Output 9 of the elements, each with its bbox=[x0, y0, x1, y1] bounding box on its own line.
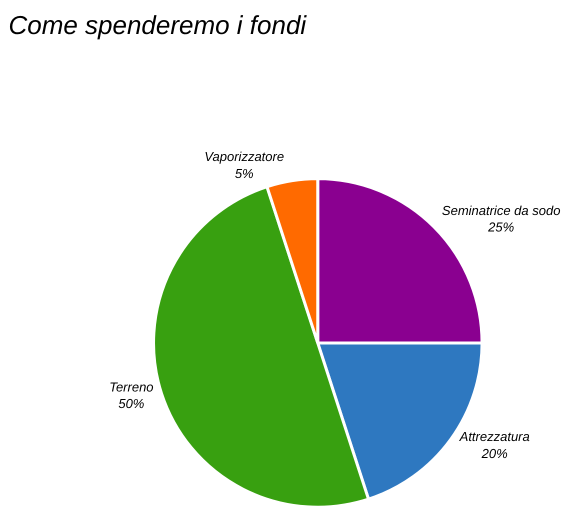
slice-label: Vaporizzatore bbox=[204, 149, 284, 164]
slice-label: Attrezzatura bbox=[458, 429, 530, 444]
slice-label: Seminatrice da sodo bbox=[442, 202, 560, 218]
data-label: 20% bbox=[480, 446, 508, 461]
data-label: 5% bbox=[234, 166, 254, 182]
slice-label: Terreno bbox=[109, 379, 154, 394]
chart-title: Come spenderemo i fondi bbox=[8, 10, 308, 40]
data-label: 25% bbox=[487, 220, 514, 235]
data-label: 50% bbox=[118, 396, 144, 412]
